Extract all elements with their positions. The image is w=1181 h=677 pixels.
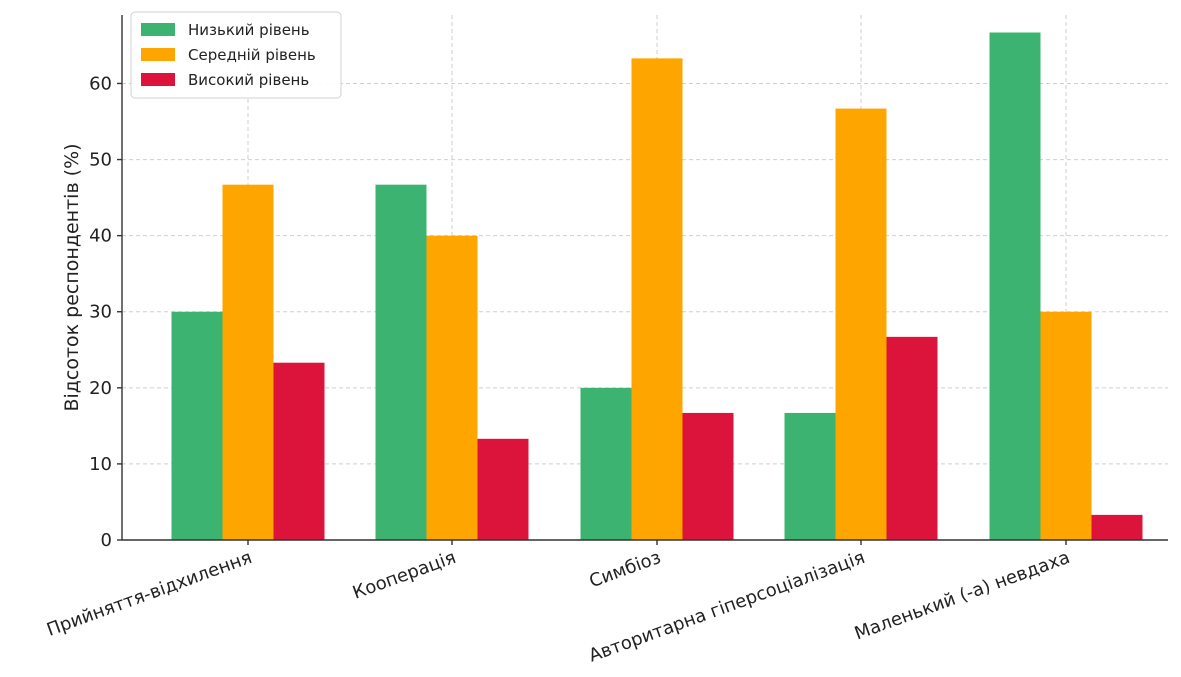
bar-3-2 <box>477 438 529 540</box>
y-tick-label-2: 20 <box>89 378 112 399</box>
y-tick-labels: 0 10 20 30 40 50 60 <box>89 73 122 551</box>
y-tick-label-0: 0 <box>101 530 112 551</box>
legend-swatch-3 <box>141 73 175 86</box>
bar-1-4 <box>784 412 836 540</box>
bar-3-4 <box>886 336 938 540</box>
legend-box <box>130 11 342 99</box>
bar-2-4 <box>835 108 887 540</box>
bar-2-5 <box>1040 311 1092 540</box>
y-tick-label-1: 10 <box>89 454 112 475</box>
x-tick-label-4: Маленький (-а) невдаха <box>852 547 1073 645</box>
y-axis-title: Відсоток респондентів (%) <box>61 143 83 411</box>
axes <box>121 15 1168 541</box>
y-tick-label-3: 30 <box>89 302 112 323</box>
y-tick-label-6: 60 <box>89 73 112 94</box>
bar-1-3 <box>580 387 632 540</box>
x-tick-labels: Прийняття-відхилення Кооперація СимбіозАвт… <box>44 540 1073 667</box>
bar-3-1 <box>273 362 325 540</box>
legend-label-1: Низький рівень <box>188 21 310 39</box>
bar-3-3 <box>682 412 734 540</box>
bar-1-5 <box>989 32 1041 540</box>
bar-2-3 <box>631 58 683 540</box>
x-tick-label-0: Прийняття-відхилення <box>44 547 255 641</box>
legend-swatch-2 <box>141 48 175 61</box>
legend-label-3: Високий рівень <box>188 71 309 89</box>
legend-label-2: Середній рівень <box>188 46 316 64</box>
bar-2-1 <box>222 184 274 540</box>
x-tick-label-2: Симбіоз <box>586 547 663 592</box>
bar-1-2 <box>375 184 427 540</box>
y-tick-label-4: 40 <box>89 226 112 247</box>
bar-2-2 <box>426 235 478 541</box>
x-tick-label-1: Кооперація <box>350 547 459 604</box>
legend-swatch-1 <box>141 23 175 36</box>
legend: Низький рівень Середній рівень Високий рів… <box>130 11 342 99</box>
bar-1-1 <box>171 311 223 540</box>
bar-3-5 <box>1091 514 1143 540</box>
bars <box>171 32 1143 541</box>
y-tick-label-5: 50 <box>89 150 112 171</box>
